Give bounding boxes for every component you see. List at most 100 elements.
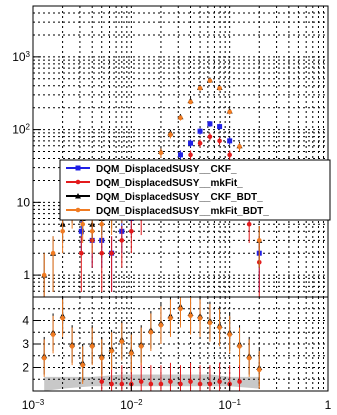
main-point: [207, 121, 213, 127]
ratio-x-tick-label-0: 10−3: [22, 398, 45, 413]
main-point: [79, 250, 84, 256]
ratio-point: [237, 344, 242, 349]
main-point: [207, 134, 213, 139]
ratio-point: [188, 313, 193, 319]
ratio-point: [60, 315, 65, 321]
main-point: [129, 229, 134, 234]
ratio-x-ticks: 10−3 10−2 10−1 1: [22, 383, 332, 412]
ratio-x-tick-label-2: 10−1: [218, 398, 241, 413]
ratio-point: [50, 332, 56, 337]
ratio-y-tick-label-2: 4: [22, 314, 29, 328]
ratio-y-tick-label-1: 3: [22, 337, 29, 351]
main-point: [227, 138, 233, 144]
main-point: [237, 144, 242, 150]
ratio-point: [158, 381, 164, 387]
legend-swatch-marker: [75, 165, 81, 171]
ratio-x-tick-label-1: 10−2: [120, 398, 143, 413]
main-point: [50, 250, 56, 256]
ratio-point: [217, 325, 222, 330]
main-point: [217, 124, 223, 130]
ratio-point: [119, 339, 125, 344]
main-y-tick-label-0: 1: [23, 268, 30, 282]
main-point: [256, 238, 262, 243]
ratio-point: [158, 322, 164, 328]
main-point: [207, 78, 213, 84]
ratio-point: [197, 315, 203, 321]
ratio-point: [168, 315, 173, 321]
legend-entry-0: DQM_DisplacedSUSY__CKF_: [66, 164, 237, 175]
ratio-plot-frame: [32, 296, 329, 392]
ratio-series-0: [99, 362, 242, 391]
main-point: [109, 250, 114, 256]
ratio-point: [217, 379, 222, 384]
main-point: [227, 109, 232, 115]
ratio-y-tick-label-0: 2: [22, 361, 29, 375]
main-point: [78, 228, 84, 234]
ratio-panel: 2 3 4 10−3 10−2 10−1 1: [22, 296, 332, 412]
legend-swatch-marker: [75, 207, 81, 213]
legend-entries: DQM_DisplacedSUSY__CKF_ DQM_DisplacedSUSY…: [66, 164, 269, 217]
main-point: [188, 152, 193, 158]
main-point: [99, 221, 105, 227]
main-point: [60, 229, 65, 234]
main-y-ticks: 1 10 102 103: [12, 49, 41, 282]
legend-label-3: DQM_DisplacedSUSY__mkFit_BDT_: [96, 206, 269, 217]
main-point: [227, 152, 232, 158]
main-point: [80, 221, 85, 227]
ratio-point: [138, 379, 144, 384]
ratio-point: [178, 306, 183, 312]
ratio-point: [148, 329, 154, 335]
ratio-point: [69, 344, 75, 349]
main-point: [177, 152, 183, 158]
ratio-point: [41, 355, 47, 361]
main-point: [158, 150, 164, 156]
main-point: [119, 238, 125, 243]
legend-label-2: DQM_DisplacedSUSY__CKF_BDT_: [96, 192, 263, 203]
ratio-point: [148, 381, 154, 387]
main-point: [197, 85, 203, 91]
ratio-series-2: [41, 297, 262, 389]
ratio-point: [99, 379, 105, 384]
main-point: [168, 132, 173, 138]
main-point: [99, 250, 105, 256]
main-y-tick-label-2: 102: [12, 122, 30, 137]
ratio-y-ticks: 2 3 4: [22, 314, 41, 375]
main-point: [197, 140, 203, 146]
legend-entry-2: DQM_DisplacedSUSY__CKF_BDT_: [66, 192, 263, 203]
main-point: [41, 272, 47, 278]
legend-entry-3: DQM_DisplacedSUSY__mkFit_BDT_: [66, 206, 269, 217]
ratio-point: [168, 379, 173, 384]
main-point: [217, 85, 222, 91]
main-point: [246, 221, 252, 227]
ratio-point: [129, 351, 134, 356]
ratio-point: [256, 367, 262, 373]
main-y-tick-label-3: 103: [12, 49, 30, 64]
ratio-point: [207, 381, 213, 387]
ratio-point: [246, 355, 252, 361]
ratio-point: [188, 379, 193, 384]
ratio-point: [197, 381, 203, 387]
ratio-point: [178, 381, 183, 387]
ratio-point: [109, 381, 114, 387]
ratio-point: [227, 332, 232, 337]
main-point: [188, 140, 194, 146]
main-y-tick-label-1: 10: [17, 195, 31, 209]
legend-swatch-marker: [75, 193, 81, 199]
ratio-point: [80, 362, 85, 368]
main-point: [89, 229, 95, 234]
legend: DQM_DisplacedSUSY__CKF_ DQM_DisplacedSUSY…: [59, 159, 331, 221]
main-point: [217, 138, 222, 144]
legend-box: [59, 159, 331, 221]
main-point: [178, 115, 183, 121]
ratio-point: [109, 348, 114, 354]
legend-entry-1: DQM_DisplacedSUSY__mkFit_: [66, 178, 243, 189]
ratio-point: [138, 344, 144, 349]
ratio-point: [237, 379, 242, 384]
legend-swatch-marker: [75, 179, 81, 185]
ratio-point: [89, 344, 95, 349]
main-point: [188, 99, 193, 105]
ratio-point: [99, 355, 105, 361]
ratio-series: [41, 297, 263, 391]
legend-label-1: DQM_DisplacedSUSY__mkFit_: [96, 178, 243, 189]
